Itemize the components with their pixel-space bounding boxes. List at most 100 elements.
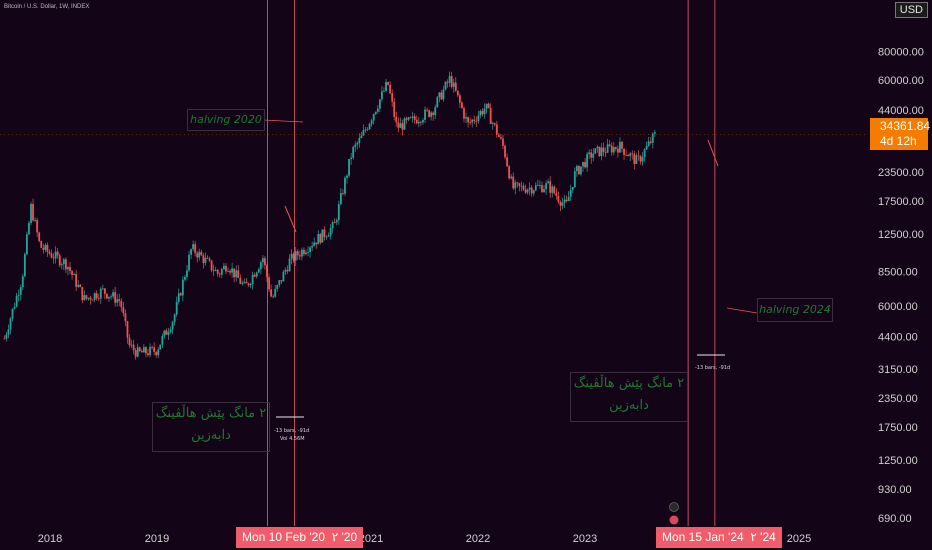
candle-body (483, 108, 486, 115)
candle-body (614, 147, 617, 149)
candle-body (432, 112, 435, 116)
candle-body (602, 147, 605, 152)
candle-body (592, 153, 595, 158)
y-tick-label: 930.00 (878, 484, 912, 496)
candle-body (87, 297, 90, 299)
candle-body (116, 299, 119, 303)
kurdish-note-2024-line1: ٢ مانگ پێش هاڵڤینگ (573, 376, 685, 391)
candle-body (372, 114, 375, 121)
candle-body (356, 143, 359, 145)
kurdish-note-2020: ٢ مانگ پێش هاڵڤینگ دابەزین (152, 402, 270, 452)
candle-body (194, 244, 197, 254)
candle-body (292, 253, 295, 261)
candle-body (83, 295, 86, 301)
y-tick-label: 1750.00 (878, 422, 918, 434)
y-tick-label: 44000.00 (878, 105, 924, 117)
candle-body (114, 292, 117, 303)
candle-body (516, 182, 519, 184)
countdown-value: 4d 12h (880, 134, 917, 148)
candle-body (518, 183, 521, 186)
range-2024-bars: -13 bars, -91d (695, 365, 731, 371)
candle-body (500, 137, 502, 139)
candle-body (28, 222, 30, 235)
candle-body (126, 321, 129, 338)
y-tick-label: 12500.00 (878, 229, 924, 241)
candle-body (385, 82, 387, 91)
arrow-2020 (284, 205, 297, 233)
candle-body (3, 338, 6, 340)
candle-body (524, 189, 527, 193)
candle-body (565, 199, 568, 202)
candle-body (284, 269, 287, 272)
candle-body (539, 185, 541, 186)
candle-body (124, 313, 127, 322)
halving-2020-label: halving 2020 (187, 109, 265, 131)
candle-body (67, 266, 69, 270)
candle-body (305, 252, 307, 255)
candle-body (62, 259, 65, 265)
candle-body (188, 254, 190, 271)
candle-body (69, 266, 71, 271)
y-axis-labels: 80000.00 60000.00 44000.00 23500.00 17500.00… (878, 47, 924, 526)
candle-body (264, 258, 266, 266)
candle-body (257, 269, 260, 273)
candle-body (89, 297, 92, 300)
candle-body (643, 149, 646, 157)
candle-body (130, 344, 133, 346)
flag-icon (669, 515, 679, 525)
candle-body (504, 145, 506, 158)
candle-body (559, 201, 562, 206)
candle-body (342, 193, 344, 194)
candle-body (497, 134, 500, 138)
candle-body (549, 181, 552, 193)
candle-body (165, 330, 168, 335)
candle-body (393, 101, 396, 117)
candle-body (149, 346, 151, 356)
candle-body (479, 110, 482, 116)
last-price-tag: 34361.84 4d 12h (870, 118, 930, 150)
candle-body (132, 344, 135, 351)
candle-body (440, 92, 443, 100)
candle-body (233, 268, 236, 278)
candle-body (272, 296, 275, 298)
candles (0, 71, 866, 360)
candle-body (350, 157, 353, 159)
currency-button[interactable]: USD (894, 2, 928, 18)
candle-body (627, 155, 630, 157)
candle-body (319, 233, 322, 243)
candle-body (101, 288, 104, 290)
candle-body (108, 296, 110, 299)
symbol-title: Bitcoin / U.S. Dollar, 1W, INDEX (4, 4, 90, 10)
candle-body (110, 296, 112, 298)
candle-body (374, 111, 377, 115)
candle-body (463, 108, 465, 119)
candle-body (491, 123, 494, 124)
candle-body (575, 166, 578, 172)
candle-body (155, 351, 158, 356)
candle-body (434, 107, 437, 116)
date-marker-lines (267, 0, 716, 526)
candle-body (639, 156, 642, 162)
date-marker-2020: Mon 10 Feb '20 ٢ '20 (236, 527, 364, 548)
candle-body (11, 308, 14, 319)
candle-body (58, 255, 61, 266)
candle-body (245, 281, 248, 284)
candle-body (179, 293, 182, 296)
candle-body (249, 283, 252, 286)
candle-body (508, 166, 511, 179)
candle-body (461, 102, 463, 109)
candle-body (204, 257, 207, 263)
candle-body (631, 153, 634, 155)
candle-body (274, 288, 277, 297)
candle-body (493, 123, 496, 125)
candle-body (138, 347, 141, 351)
candle-body (596, 146, 599, 149)
candle-body (557, 196, 560, 202)
candle-body (259, 262, 262, 270)
candle-body (571, 186, 574, 190)
candle-body (99, 288, 102, 299)
x-tick-label: 2022 (466, 533, 490, 545)
candle-body (456, 90, 459, 96)
y-tick-label: 23500.00 (878, 167, 924, 179)
